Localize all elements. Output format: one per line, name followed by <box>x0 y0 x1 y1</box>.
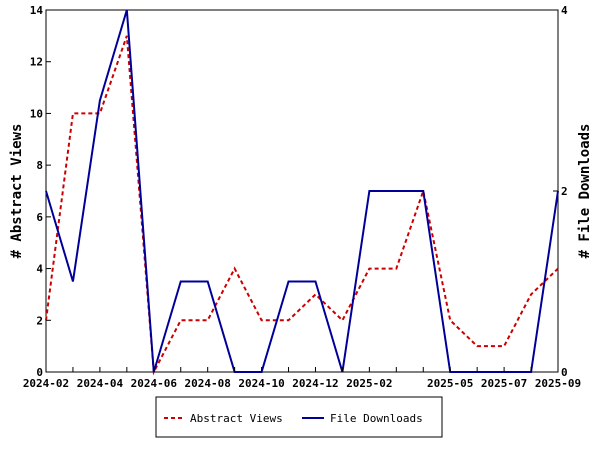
x-tick-label: 2024-10 <box>238 377 284 390</box>
y-axis-right-title: # File Downloads <box>577 124 593 259</box>
y-axis-title: # Abstract Views <box>9 124 25 259</box>
y-tick-label: 10 <box>30 107 43 120</box>
y-tick-label: 0 <box>36 366 43 379</box>
y-tick-label: 12 <box>30 56 43 69</box>
y-right-tick-label: 4 <box>561 4 568 17</box>
y-right-tick-label: 0 <box>561 366 568 379</box>
legend: Abstract Views File Downloads <box>155 396 443 438</box>
x-tick-label: 2024-04 <box>77 377 124 390</box>
x-tick-label: 2025-09 <box>535 377 581 390</box>
axes-layer: 2024-02 2024-04 2024-06 2024-08 2024-10 2024-… <box>23 4 581 390</box>
plot-area <box>45 9 559 373</box>
series-line-abstract-views <box>45 35 559 376</box>
x-tick-label: 2025-07 <box>481 377 527 390</box>
y-tick-label: 2 <box>36 314 43 327</box>
x-tick-label: 2024-12 <box>292 377 338 390</box>
y-tick-label: 8 <box>36 159 43 172</box>
x-tick-label: 2024-06 <box>131 377 178 390</box>
x-tick-label: 2024-02 <box>23 377 69 390</box>
series-layer <box>45 9 559 376</box>
x-tick-label: 2025-05 <box>427 377 473 390</box>
legend-label-file-downloads: File Downloads <box>330 412 423 425</box>
legend-box <box>155 396 443 438</box>
legend-label-abstract-views: Abstract Views <box>190 412 283 425</box>
y-tick-label: 4 <box>36 263 43 276</box>
x-tick-label: 2025-02 <box>346 377 392 390</box>
y-tick-label: 14 <box>30 4 44 17</box>
x-tick-label: 2024-08 <box>185 377 231 390</box>
y-tick-label: 6 <box>36 211 43 224</box>
series-line-file-downloads <box>45 9 559 373</box>
y-right-tick-label: 2 <box>561 185 568 198</box>
